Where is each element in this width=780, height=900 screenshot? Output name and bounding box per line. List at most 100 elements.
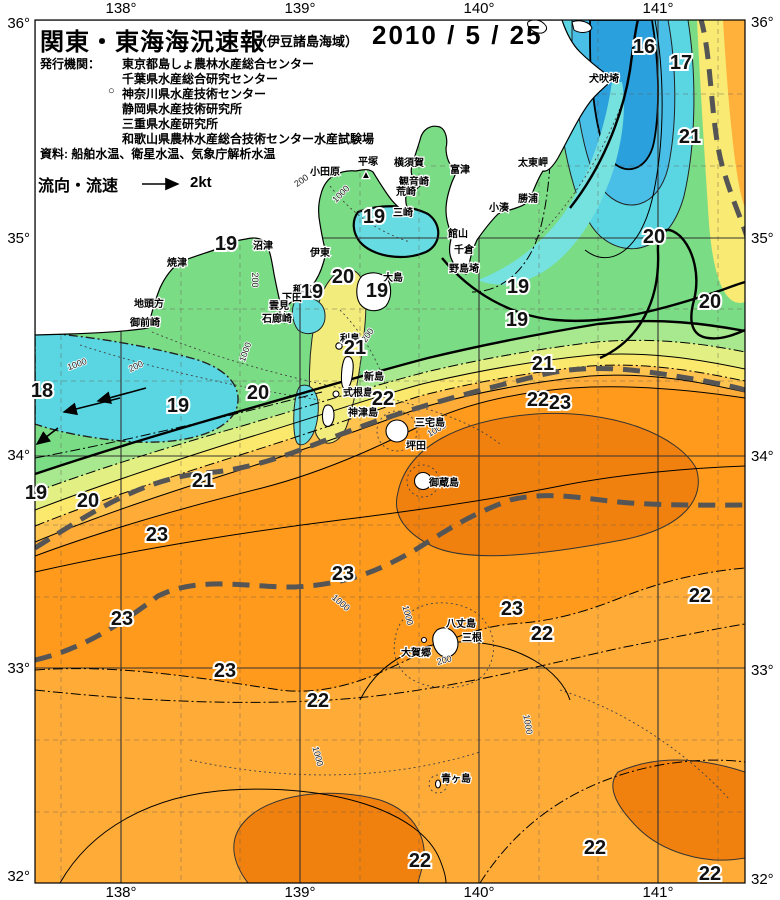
place-label: 伊東 [309,246,330,259]
axis-label-left: 34° [7,447,30,464]
depth-contour-label: 1000 [521,714,534,735]
temp-label: 23 [332,563,354,585]
temp-label: 19 [507,276,529,298]
axis-label-top: 139° [284,0,315,17]
place-label: 勝浦 [518,192,538,205]
place-label: 御蔵島 [428,476,459,489]
legend-speed-value: 2kt [190,174,212,191]
issuer-3: 神奈川県水産技術センター [122,87,267,101]
axis-label-top: 138° [105,0,136,17]
issuer-1: 東京都島しょ農林水産総合センター [122,57,315,71]
axis-label-right: 33° [751,662,774,679]
place-label: 荒崎 [395,185,416,198]
temp-label: 22 [584,837,606,859]
axis-label-right: 32° [751,871,774,888]
temp-label: 21 [532,353,554,375]
place-label: 利島 [340,332,360,345]
page-subtitle: （伊豆諸島海域） [254,34,359,49]
place-label: 八丈島 [445,617,476,630]
coastal-strip-boso [478,82,624,285]
place-label: 三宅島 [415,416,445,429]
place-label: 新島 [364,370,384,383]
island-miyakejima [385,419,409,443]
temp-label: 19 [25,482,47,504]
island-toshima [335,342,343,350]
place-label: ▲ [361,170,371,181]
axis-label-bottom: 140° [463,884,494,900]
temp-label: 19 [167,395,189,417]
place-label: 太東岬 [517,156,548,169]
temp-label: 21 [192,470,214,492]
temp-label: 20 [77,490,99,512]
page-title: 関東・東海海況速報 [40,29,265,56]
temp-label: 21 [679,126,701,148]
temp-label: 22 [699,863,721,885]
place-label: 下田 [282,292,302,304]
axis-label-bottom: 138° [105,884,136,900]
temp-label: 20 [247,382,269,404]
place-label: 御前崎 [129,316,160,329]
depth-contour-label: 200 [250,272,260,287]
issuer-6: 和歌山県農林水産総合技術センター水産試験場 [122,132,375,146]
axis-label-top: 140° [463,0,494,17]
issuer-4: 静岡県水産技術研究所 [122,102,243,116]
isotherms [35,20,745,883]
place-label: 大賀郷 [401,646,431,659]
temp-label: 22 [531,623,553,645]
place-label: 野島埼 [449,262,479,275]
honshu-land [35,20,613,336]
temp-label: 22 [689,585,711,607]
island-aogashima [434,779,442,789]
temp-label: 22 [372,388,394,410]
issuer-marker-icon: ○ [108,85,115,97]
temp-label: 22 [409,850,431,872]
temp-label: 22 [527,389,549,411]
place-label: 青ヶ島 [441,772,471,785]
place-label: 平塚 [358,155,378,168]
map-canvas [35,20,745,883]
place-label: 沼津 [253,239,273,252]
island-hachijokojima [420,636,428,644]
axis-label-left: 33° [7,660,30,677]
data-source-line: 資料: 船舶水温、衛星水温、気象庁解析水温 [40,147,276,161]
depth-contour-label: 200 [436,653,453,667]
issuer-5: 三重県水産研究所 [122,117,219,131]
place-label: 犬吠埼 [589,72,619,85]
island-hachijojima [432,627,459,658]
island-niijima [340,356,354,390]
issuer-2: 千葉県水産総合研究センター [122,72,279,86]
temp-label: 20 [699,291,721,313]
island-oshima [356,272,392,312]
place-label: 大島 [383,271,403,284]
warm-core-east [396,412,699,557]
place-label: 式根島 [343,386,373,399]
temp-label: 22 [307,690,329,712]
place-label: 三根 [462,631,482,644]
wedge-22c [723,20,745,208]
temp-label: 23 [146,524,168,546]
warm-core-south [233,792,425,883]
axis-label-right: 34° [751,448,774,465]
temp-label: 19 [366,280,388,302]
current-arrows [35,387,147,445]
axis-labels: 138° 139° 140° 141° 138° 139° 140° 141° 36° 35° 34… [7,0,773,900]
place-label: 焼津 [167,256,187,269]
place-label: 横須賀 [394,156,424,169]
temp-label: 21 [344,337,366,359]
place-label: 稲取 [293,283,314,296]
temp-label: 17 [670,52,692,74]
temp-label: 19 [215,233,237,255]
place-label: 石廊崎 [261,312,292,325]
axis-label-bottom: 139° [284,884,315,900]
axis-label-top: 141° [642,0,673,17]
cold-patch-enshu [35,331,239,443]
place-label: 千倉 [454,243,475,256]
place-label: 館山 [447,227,468,240]
temp-label: 23 [214,660,236,682]
place-label: 神津島 [348,406,378,419]
depth-contours [79,94,731,801]
